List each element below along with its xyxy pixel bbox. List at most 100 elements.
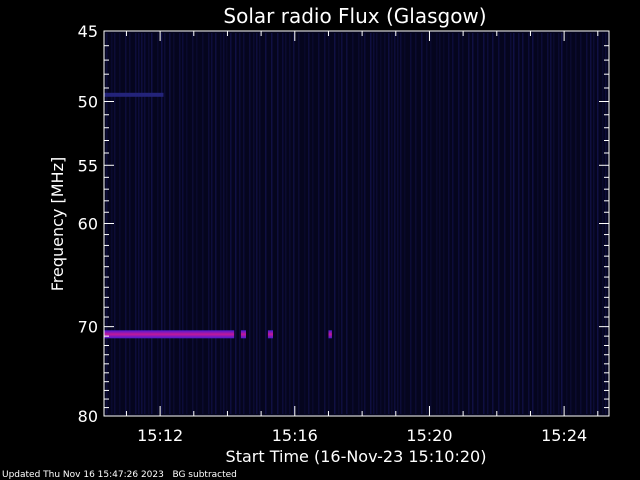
noise-stripe bbox=[553, 33, 555, 414]
bg-subtracted-note: BG subtracted bbox=[172, 470, 237, 480]
noise-stripe bbox=[220, 33, 222, 414]
noise-stripe bbox=[208, 33, 210, 414]
noise-stripe bbox=[223, 33, 225, 414]
noise-stripe bbox=[173, 33, 175, 414]
noise-stripe bbox=[148, 33, 150, 414]
x-tick-label: 15:12 bbox=[137, 426, 183, 445]
noise-stripe bbox=[462, 33, 464, 414]
noise-stripe bbox=[308, 33, 310, 414]
noise-stripe bbox=[550, 33, 552, 414]
noise-stripe bbox=[144, 33, 146, 414]
noise-stripe bbox=[129, 33, 131, 414]
y-axis-label: Frequency [MHz] bbox=[48, 157, 67, 291]
x-tick-label: 15:20 bbox=[406, 426, 452, 445]
weak-band bbox=[104, 92, 164, 97]
noise-stripe bbox=[397, 33, 399, 414]
y-tick-label: 50 bbox=[78, 93, 98, 112]
noise-stripe bbox=[547, 33, 549, 414]
noise-stripe bbox=[518, 33, 520, 414]
noise-stripe bbox=[277, 33, 279, 414]
noise-stripe bbox=[179, 33, 181, 414]
noise-stripe bbox=[211, 33, 213, 414]
noise-stripe bbox=[265, 33, 267, 414]
noise-stripe bbox=[324, 33, 326, 414]
noise-stripe bbox=[157, 33, 159, 414]
noise-stripe bbox=[504, 33, 506, 414]
noise-stripe bbox=[249, 33, 251, 414]
noise-stripe bbox=[439, 33, 441, 414]
noise-stripe bbox=[135, 33, 137, 414]
noise-stripe bbox=[487, 33, 489, 414]
noise-stripe bbox=[373, 33, 375, 414]
noise-stripe bbox=[384, 33, 386, 414]
noise-stripe bbox=[243, 33, 245, 414]
y-axis: 45 50 55 60 70 80 bbox=[78, 22, 609, 426]
noise-stripe bbox=[590, 33, 592, 414]
interference-blip bbox=[267, 330, 273, 339]
interference-blip bbox=[240, 330, 246, 339]
noise-stripe bbox=[358, 33, 360, 414]
noise-stripe bbox=[202, 33, 204, 414]
noise-stripe bbox=[404, 33, 406, 414]
noise-stripe bbox=[537, 33, 539, 414]
x-axis-label: Start Time (16-Nov-23 15:10:20) bbox=[226, 447, 487, 466]
noise-stripe bbox=[230, 33, 232, 414]
noise-stripe bbox=[304, 33, 306, 414]
y-tick-label: 60 bbox=[78, 215, 98, 234]
y-tick-label: 70 bbox=[78, 318, 98, 337]
noise-stripe bbox=[253, 33, 255, 414]
noise-stripe bbox=[328, 33, 330, 414]
noise-stripe bbox=[293, 33, 295, 414]
noise-stripe bbox=[380, 33, 382, 414]
noise-stripe bbox=[510, 33, 512, 414]
noise-stripe bbox=[161, 33, 163, 414]
noise-stripe bbox=[477, 33, 479, 414]
noise-stripe bbox=[388, 33, 390, 414]
noise-stripe bbox=[169, 33, 171, 414]
noise-stripe bbox=[125, 33, 127, 414]
noise-stripe bbox=[271, 33, 273, 414]
noise-stripe bbox=[558, 33, 560, 414]
noise-stripe bbox=[338, 33, 340, 414]
x-tick-label: 15:16 bbox=[272, 426, 318, 445]
noise-stripe bbox=[394, 33, 396, 414]
x-tick-label: 15:24 bbox=[541, 426, 587, 445]
noise-stripe bbox=[312, 33, 314, 414]
noise-stripe bbox=[376, 33, 378, 414]
y-tick-label: 80 bbox=[78, 407, 98, 426]
noise-stripe bbox=[138, 33, 140, 414]
noise-stripe bbox=[346, 33, 348, 414]
noise-stripe bbox=[586, 33, 588, 414]
noise-stripe bbox=[421, 33, 423, 414]
y-tick-label: 55 bbox=[78, 156, 98, 175]
noise-stripe bbox=[472, 33, 474, 414]
noise-stripe bbox=[256, 33, 258, 414]
noise-stripe bbox=[192, 33, 194, 414]
noise-stripe bbox=[164, 33, 166, 414]
noise-stripe bbox=[289, 33, 291, 414]
noise-stripe bbox=[352, 33, 354, 414]
noise-stripe bbox=[575, 33, 577, 414]
noise-stripe bbox=[410, 33, 412, 414]
noise-stripe bbox=[182, 33, 184, 414]
noise-stripe bbox=[458, 33, 460, 414]
noise-stripe bbox=[426, 33, 428, 414]
noise-stripe bbox=[196, 33, 198, 414]
noise-stripe bbox=[468, 33, 470, 414]
x-axis: 15:12 15:16 15:20 15:24 bbox=[125, 31, 599, 445]
noise-stripe bbox=[400, 33, 402, 414]
y-tick-label: 45 bbox=[78, 22, 98, 41]
noise-stripe bbox=[235, 33, 237, 414]
noise-stripe bbox=[430, 33, 432, 414]
noise-stripe bbox=[334, 33, 336, 414]
noise-stripe bbox=[298, 33, 300, 414]
noise-stripe bbox=[259, 33, 261, 414]
noise-stripe bbox=[541, 33, 543, 414]
interference-blip bbox=[328, 330, 332, 339]
noise-stripe bbox=[566, 33, 568, 414]
noise-stripe bbox=[492, 33, 494, 414]
interference-band bbox=[104, 330, 235, 339]
noise-stripe bbox=[593, 33, 595, 414]
noise-stripe bbox=[285, 33, 287, 414]
